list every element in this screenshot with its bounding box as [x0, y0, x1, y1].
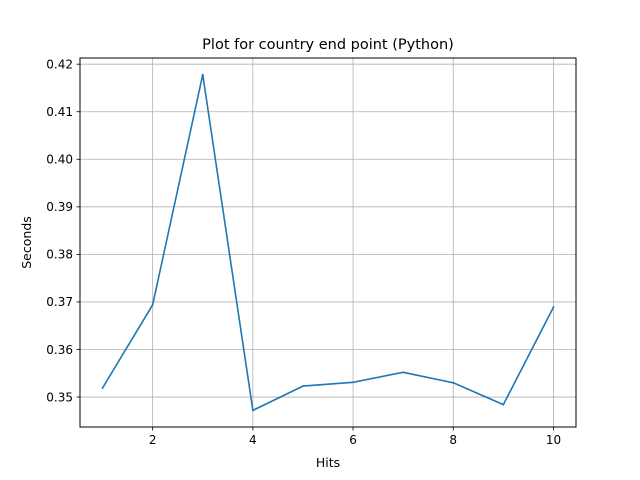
- y-axis-ticks: 0.35 0.36 0.37 0.38 0.39 0.40 0.41 0.42: [46, 57, 80, 404]
- data-point: [201, 73, 204, 76]
- y-tick-label: 0.39: [46, 200, 73, 214]
- x-tick-label: 6: [349, 433, 357, 447]
- data-point: [251, 409, 254, 412]
- y-tick-label: 0.38: [46, 248, 73, 262]
- x-tick-label: 10: [546, 433, 561, 447]
- y-axis-label: Seconds: [19, 216, 34, 269]
- data-point: [402, 371, 405, 374]
- x-tick-label: 2: [149, 433, 157, 447]
- x-axis-ticks: 2 4 6 8 10: [149, 427, 561, 447]
- x-axis-label: Hits: [316, 455, 340, 470]
- y-tick-label: 0.40: [46, 153, 73, 167]
- y-tick-label: 0.42: [46, 57, 73, 71]
- plot-frame: [79, 57, 577, 428]
- data-point: [352, 381, 354, 384]
- y-tick-label: 0.41: [46, 105, 73, 119]
- data-point: [302, 385, 304, 388]
- chart-title: Plot for country end point (Python): [202, 37, 454, 53]
- y-tick-label: 0.36: [46, 343, 73, 357]
- data-point: [101, 387, 104, 389]
- data-point: [552, 306, 555, 309]
- y-tick-label: 0.35: [46, 390, 73, 404]
- x-tick-label: 8: [449, 433, 457, 447]
- y-tick-label: 0.37: [46, 295, 73, 309]
- x-tick-label: 4: [249, 433, 257, 447]
- grid-lines: [80, 58, 576, 427]
- series-line-0: [101, 73, 555, 412]
- data-point: [452, 381, 455, 384]
- data-point: [151, 303, 154, 306]
- data-point: [502, 403, 505, 406]
- series-layer: [101, 73, 555, 412]
